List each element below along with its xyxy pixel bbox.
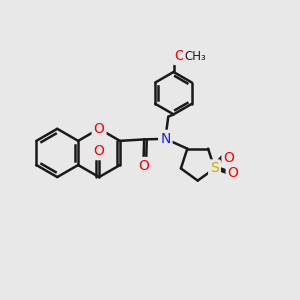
Text: O: O — [228, 166, 238, 180]
Text: O: O — [94, 122, 104, 136]
Text: N: N — [160, 132, 170, 146]
Text: O: O — [138, 159, 149, 173]
Text: CH₃: CH₃ — [185, 50, 206, 63]
Text: O: O — [175, 49, 185, 63]
Text: S: S — [210, 161, 219, 176]
Text: O: O — [94, 144, 104, 158]
Text: O: O — [224, 151, 234, 165]
